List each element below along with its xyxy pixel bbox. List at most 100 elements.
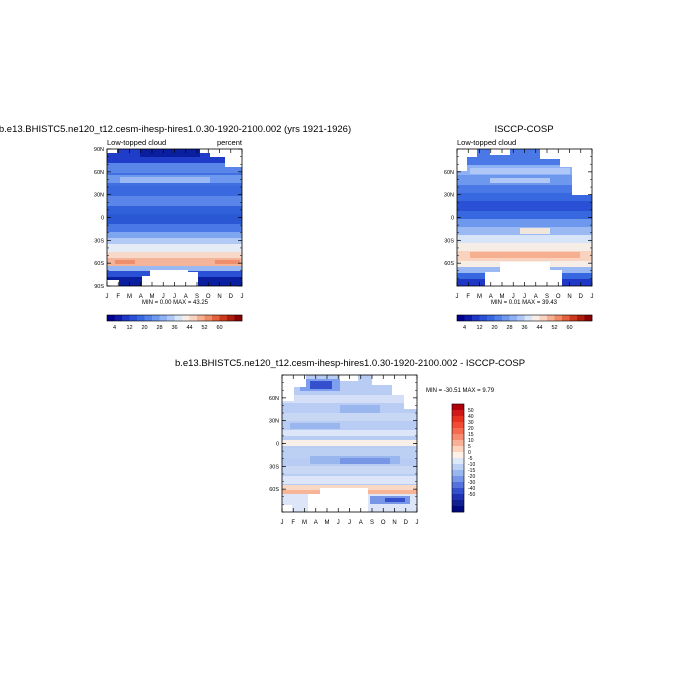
colorbar-swatch [144, 315, 153, 321]
colorbar-swatch [234, 315, 243, 321]
panel-obs-title: ISCCP-COSP [494, 124, 553, 135]
colorbar-swatch [569, 315, 578, 321]
panel-model-title: b.e13.BHISTC5.ne120_t12.cesm-ihesp-hires… [0, 124, 351, 135]
y-tick-label: 30S [269, 464, 279, 470]
x-tick-5: J [512, 149, 515, 300]
colorbar-label: 20 [491, 325, 497, 331]
panel-obs-left-string: Low-topped cloud [457, 138, 516, 147]
colorbar-swatch [137, 315, 145, 321]
x-tick-6: J [348, 375, 351, 526]
x-tick-7: A [184, 149, 188, 300]
colorbar-label: 36 [171, 325, 177, 331]
colorbar-label: 12 [126, 325, 132, 331]
x-tick-8: S [195, 149, 199, 300]
x-tick-4: M [150, 149, 155, 300]
colorbar-swatch [452, 410, 464, 417]
x-tick-9: O [556, 149, 561, 300]
colorbar-label: 52 [551, 325, 557, 331]
colorbar-swatch [189, 315, 198, 321]
x-tick-11: D [404, 375, 409, 526]
colorbar-label: 15 [468, 432, 474, 438]
colorbar-swatch [562, 315, 570, 321]
colorbar-swatch [457, 315, 465, 321]
x-tick-label: J [162, 294, 165, 300]
panel-obs-plot-area [456, 148, 593, 287]
x-tick-label: J [416, 520, 419, 526]
y-tick-label: 0 [101, 216, 104, 222]
panel-diff-title: b.e13.BHISTC5.ne120_t12.cesm-ihesp-hires… [175, 358, 525, 369]
colorbar-swatch [517, 315, 525, 321]
x-tick-label: M [127, 294, 132, 300]
x-tick-label: O [206, 294, 211, 300]
colorbar-label: 50 [468, 408, 474, 414]
x-tick-12: J [416, 375, 419, 526]
colorbar-swatch [174, 315, 183, 321]
colorbar-swatch [502, 315, 510, 321]
colorbar-swatch [452, 428, 464, 435]
panel-model-y-axis: 90N 60N 30N 0 30S 60S 90S [94, 147, 242, 290]
y-tick-label: 60N [94, 170, 104, 176]
colorbar-label: 20 [141, 325, 147, 331]
colorbar-label: -20 [468, 474, 475, 480]
colorbar-label: 60 [216, 325, 222, 331]
y-tick-label: 90N [94, 147, 104, 153]
colorbar-swatch [547, 315, 555, 321]
panel-obs-stats: MIN = 0.01 MAX = 39.43 [491, 300, 558, 306]
x-tick-label: S [195, 294, 199, 300]
x-tick-7: A [359, 375, 363, 526]
x-tick-label: O [556, 294, 561, 300]
y-tick-label: 60S [94, 261, 104, 267]
x-tick-label: D [579, 294, 584, 300]
panel-diff-plot-area [281, 374, 418, 513]
x-tick-9: O [206, 149, 211, 300]
x-tick-label: J [106, 294, 109, 300]
x-tick-3: A [139, 149, 143, 300]
x-tick-1: F [116, 149, 120, 300]
colorbar-swatch [452, 446, 464, 453]
x-tick-8: S [370, 375, 374, 526]
x-tick-label: A [139, 294, 143, 300]
colorbar-swatch [577, 315, 585, 321]
x-tick-label: J [348, 520, 351, 526]
x-tick-label: J [173, 294, 176, 300]
x-tick-label: M [325, 520, 330, 526]
y-tick-label: 30S [444, 238, 454, 244]
colorbar-label: 20 [468, 426, 474, 432]
colorbar-swatch [472, 315, 480, 321]
x-tick-label: A [489, 294, 493, 300]
y-tick-label: 30N [94, 193, 104, 199]
colorbar-swatch [452, 470, 464, 477]
colorbar-label: 4 [113, 325, 116, 331]
colorbar-swatch [452, 482, 464, 489]
y-tick-label: 30S [94, 238, 104, 244]
colorbar-label: 4 [463, 325, 466, 331]
colorbar-swatch [584, 315, 593, 321]
colorbar-swatch [452, 500, 464, 507]
x-tick-label: J [281, 520, 284, 526]
colorbar-swatch [452, 476, 464, 483]
panel-model-plot-area [106, 148, 243, 287]
colorbar-frame [451, 403, 465, 513]
colorbar-swatch [532, 315, 540, 321]
colorbar-swatch [197, 315, 205, 321]
y-tick-label: 30N [444, 193, 454, 199]
x-tick-label: J [337, 520, 340, 526]
y-tick-label: 0 [276, 442, 279, 448]
colorbar-swatch [464, 315, 473, 321]
x-tick-4: M [500, 149, 505, 300]
colorbar-label: 5 [468, 444, 471, 450]
colorbar-label: -40 [468, 486, 475, 492]
colorbar-label: -10 [468, 462, 475, 468]
x-tick-0: J [456, 149, 459, 300]
x-tick-12: J [241, 149, 244, 300]
x-tick-label: S [545, 294, 549, 300]
colorbar-label: -5 [468, 456, 473, 462]
y-tick-label: 60N [269, 396, 279, 402]
x-tick-8: S [545, 149, 549, 300]
x-tick-label: A [534, 294, 538, 300]
x-tick-label: M [150, 294, 155, 300]
x-tick-label: M [302, 520, 307, 526]
